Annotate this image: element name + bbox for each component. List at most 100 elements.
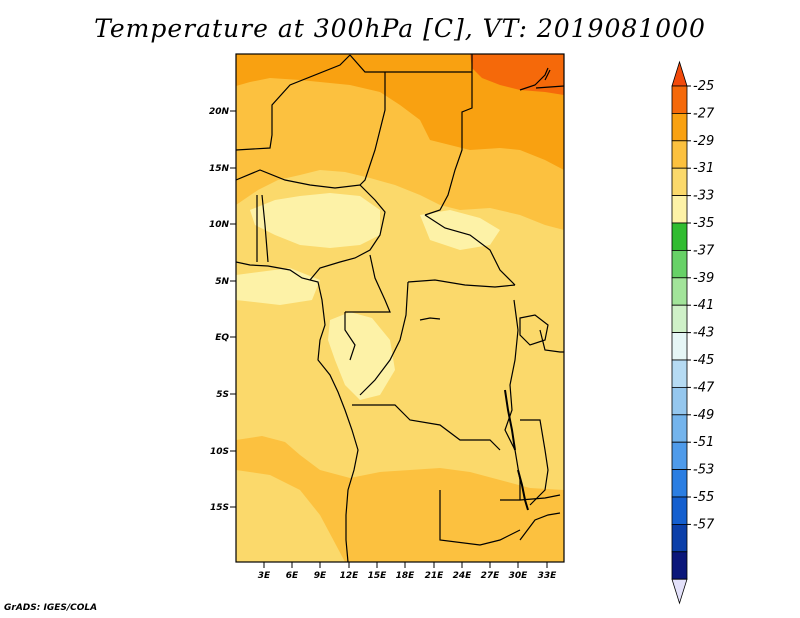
colorbar-segment (671, 469, 688, 498)
colorbar-segment (671, 249, 688, 279)
colorbar-label: -47 (693, 380, 715, 395)
colorbar-segment (671, 195, 688, 224)
lon-labels: 3E 6E 9E 12E 15E 18E 21E 24E 27E 30E 33E (258, 571, 557, 581)
colorbar-label: -31 (693, 161, 714, 176)
colorbar-segment (671, 167, 688, 196)
border-14 (520, 419, 549, 506)
field-cool-patch-2 (420, 210, 500, 250)
field-north-warmer (236, 54, 564, 170)
colorbar: -25 -27 -29 -31 -33 -35 -37 -39 -41 -43 -45 -47 -49 -… (671, 60, 715, 605)
border-3 (424, 72, 473, 216)
lake-victoria (519, 314, 549, 346)
colorbar-segment (671, 222, 688, 251)
border-2 (349, 54, 473, 73)
lat-axis (230, 110, 236, 508)
west-coastline (236, 261, 359, 562)
border-8 (407, 279, 516, 288)
lon-label: 12E (340, 571, 360, 581)
border-7 (345, 254, 391, 313)
colorbar-label: -51 (693, 435, 714, 450)
colorbar-label: -27 (693, 106, 715, 121)
colorbar-segment (671, 359, 688, 388)
lat-label: EQ (215, 333, 229, 343)
colorbar-label: -29 (693, 134, 714, 149)
lat-label: 5S (216, 390, 229, 400)
lon-label: 24E (453, 571, 473, 581)
colorbar-segment (671, 524, 688, 553)
border-11 (439, 490, 521, 546)
colorbar-bottom-arrow (671, 578, 688, 605)
colorbar-label: -33 (693, 189, 714, 204)
lat-label: 5N (215, 277, 229, 287)
border-4 (359, 72, 386, 186)
lon-label: 3E (258, 571, 271, 581)
lake-2 (419, 317, 441, 321)
colorbar-segment (671, 551, 688, 580)
border-10 (352, 404, 501, 451)
lake-malawi (517, 469, 529, 511)
colorbar-label: -37 (693, 243, 715, 258)
border-13 (539, 329, 564, 353)
grads-credit: GrADS: IGES/COLA (4, 603, 98, 613)
colorbar-label: -41 (693, 298, 714, 313)
lat-label: 10N (209, 220, 230, 230)
colorbar-segment (671, 277, 688, 306)
colorbar-label: -55 (693, 490, 714, 505)
field-cool-patch-4 (236, 268, 320, 305)
colorbar-label: -39 (693, 271, 714, 286)
lon-label: 27E (481, 571, 501, 581)
border-9 (359, 281, 409, 396)
colorbar-segment (671, 386, 688, 416)
colorbar-label: -53 (693, 463, 714, 478)
colorbar-segment (671, 304, 688, 334)
lat-label: 20N (209, 107, 230, 117)
colorbar-segment (671, 496, 688, 525)
temperature-field (236, 54, 564, 562)
lon-axis (263, 562, 548, 568)
coastlines-borders (236, 54, 564, 562)
lon-label: 18E (396, 571, 416, 581)
lat-label: 15N (209, 164, 230, 174)
colorbar-segment (671, 332, 688, 361)
colorbar-segment (671, 441, 688, 471)
colorbar-segment (671, 85, 688, 114)
lat-label: 10S (210, 447, 229, 457)
border-1 (236, 54, 351, 151)
colorbar-top-arrow (671, 60, 688, 87)
lat-label: 15S (210, 503, 229, 513)
map-title: Temperature at 300hPa [C], VT: 201908100… (94, 14, 706, 43)
field-cool-patch-1 (250, 193, 380, 248)
lon-label: 9E (314, 571, 327, 581)
field-cool-patch-3 (328, 312, 395, 400)
lon-label: 21E (425, 571, 445, 581)
border-15 (500, 494, 561, 501)
colorbar-segment (671, 140, 688, 169)
lon-label: 15E (368, 571, 388, 581)
border-6 (424, 214, 516, 286)
field-south-base (236, 470, 345, 562)
lake-tanganyika (504, 389, 516, 451)
field-southeast-patch (535, 440, 564, 480)
colorbar-label: -45 (693, 353, 714, 368)
colorbar-label: -35 (693, 216, 714, 231)
lon-label: 33E (538, 571, 558, 581)
colorbar-segment (671, 113, 688, 142)
border-18 (261, 194, 269, 263)
lon-label: 30E (509, 571, 529, 581)
border-5 (236, 169, 386, 281)
colorbar-segment (671, 414, 688, 443)
lake-1 (519, 512, 561, 541)
border-20 (544, 69, 551, 81)
map-frame (235, 53, 565, 563)
border-19 (535, 85, 564, 89)
lon-label: 6E (286, 571, 299, 581)
border-16 (344, 312, 356, 361)
colorbar-label: -57 (693, 517, 715, 532)
colorbar-label: -49 (693, 408, 714, 423)
colorbar-label: -43 (693, 326, 714, 341)
lat-labels: 20N 15N 10N 5N EQ 5S 10S 15S (209, 107, 230, 513)
field-northeast-warmest (470, 54, 564, 95)
nile-river (519, 67, 549, 91)
colorbar-label: -25 (693, 79, 714, 94)
